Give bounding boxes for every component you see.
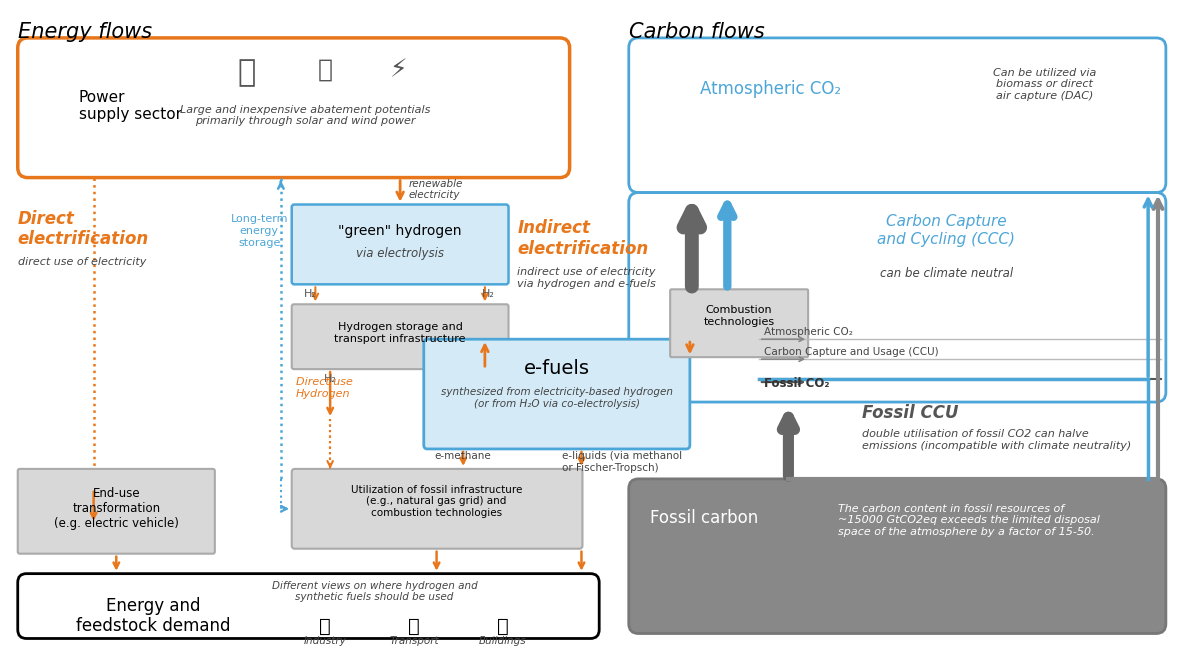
Text: "green" hydrogen: "green" hydrogen — [338, 225, 462, 238]
Text: Carbon Capture and Usage (CCU): Carbon Capture and Usage (CCU) — [763, 347, 938, 357]
Text: 🏗: 🏗 — [497, 617, 509, 635]
Text: indirect use of electricity
via hydrogen and e-fuels: indirect use of electricity via hydrogen… — [517, 267, 656, 289]
Text: ⚡: ⚡ — [390, 58, 408, 82]
Text: Energy flows: Energy flows — [18, 22, 152, 42]
FancyBboxPatch shape — [292, 304, 509, 369]
Text: Utilization of fossil infrastructure
(e.g., natural gas grid) and
combustion tec: Utilization of fossil infrastructure (e.… — [350, 485, 522, 518]
Text: Direct use
Hydrogen: Direct use Hydrogen — [295, 377, 353, 398]
Text: Long-term
energy
storage: Long-term energy storage — [230, 214, 288, 248]
Text: Industry: Industry — [304, 637, 347, 646]
Text: direct use of electricity: direct use of electricity — [18, 258, 146, 267]
Text: Combustion
technologies: Combustion technologies — [703, 305, 775, 327]
Text: can be climate neutral: can be climate neutral — [880, 267, 1013, 280]
Text: Indirect
electrification: Indirect electrification — [517, 219, 649, 258]
Text: 💨: 💨 — [318, 58, 332, 82]
FancyBboxPatch shape — [18, 574, 599, 639]
Text: H₂: H₂ — [324, 374, 336, 384]
Text: renewable
electricity: renewable electricity — [409, 178, 463, 201]
Text: Atmospheric CO₂: Atmospheric CO₂ — [700, 80, 841, 98]
Text: Energy and
feedstock demand: Energy and feedstock demand — [76, 596, 230, 635]
Text: Different views on where hydrogen and
synthetic fuels should be used: Different views on where hydrogen and sy… — [271, 581, 478, 602]
FancyBboxPatch shape — [292, 204, 509, 284]
Text: ⛅: ⛅ — [238, 58, 256, 87]
Text: Atmospheric CO₂: Atmospheric CO₂ — [763, 327, 853, 337]
Text: e-liquids (via methanol
or Fischer-Tropsch): e-liquids (via methanol or Fischer-Trops… — [562, 451, 682, 472]
FancyBboxPatch shape — [670, 289, 808, 357]
Text: double utilisation of fossil CO2 can halve
emissions (incompatible with climate : double utilisation of fossil CO2 can hal… — [863, 429, 1132, 450]
Text: Fossil carbon: Fossil carbon — [650, 509, 758, 527]
Text: The carbon content in fossil resources of
~15000 GtCO2eq exceeds the limited dis: The carbon content in fossil resources o… — [838, 504, 1099, 537]
Text: Power
supply sector: Power supply sector — [79, 90, 182, 122]
Text: Direct
electrification: Direct electrification — [18, 210, 149, 249]
Text: 🏭: 🏭 — [319, 617, 331, 635]
Text: Can be utilized via
biomass or direct
air capture (DAC): Can be utilized via biomass or direct ai… — [992, 68, 1097, 101]
FancyBboxPatch shape — [424, 339, 690, 449]
FancyBboxPatch shape — [18, 38, 570, 178]
Text: Fossil CO₂: Fossil CO₂ — [763, 377, 829, 390]
Text: synthesized from electricity-based hydrogen
(or from H₂O via co-electrolysis): synthesized from electricity-based hydro… — [440, 387, 673, 409]
Text: H₂: H₂ — [481, 289, 494, 299]
Text: via electrolysis: via electrolysis — [356, 247, 444, 260]
Text: H₂: H₂ — [304, 289, 317, 299]
Text: Carbon flows: Carbon flows — [629, 22, 764, 42]
FancyBboxPatch shape — [629, 38, 1166, 193]
Text: Hydrogen storage and
transport infrastructure: Hydrogen storage and transport infrastru… — [335, 323, 466, 344]
Text: e-fuels: e-fuels — [524, 359, 590, 378]
Text: Carbon Capture
and Cycling (CCC): Carbon Capture and Cycling (CCC) — [877, 214, 1015, 247]
Text: Transport: Transport — [389, 637, 439, 646]
FancyBboxPatch shape — [292, 469, 582, 548]
FancyBboxPatch shape — [629, 479, 1166, 633]
Text: Fossil CCU: Fossil CCU — [863, 404, 959, 422]
Text: Buildings: Buildings — [479, 637, 527, 646]
Text: End-use
transformation
(e.g. electric vehicle): End-use transformation (e.g. electric ve… — [54, 487, 179, 530]
Text: Large and inexpensive abatement potentials
primarily through solar and wind powe: Large and inexpensive abatement potentia… — [180, 104, 431, 127]
Text: 🚚: 🚚 — [408, 617, 420, 635]
Text: e-methane: e-methane — [434, 451, 492, 461]
FancyBboxPatch shape — [18, 469, 215, 554]
